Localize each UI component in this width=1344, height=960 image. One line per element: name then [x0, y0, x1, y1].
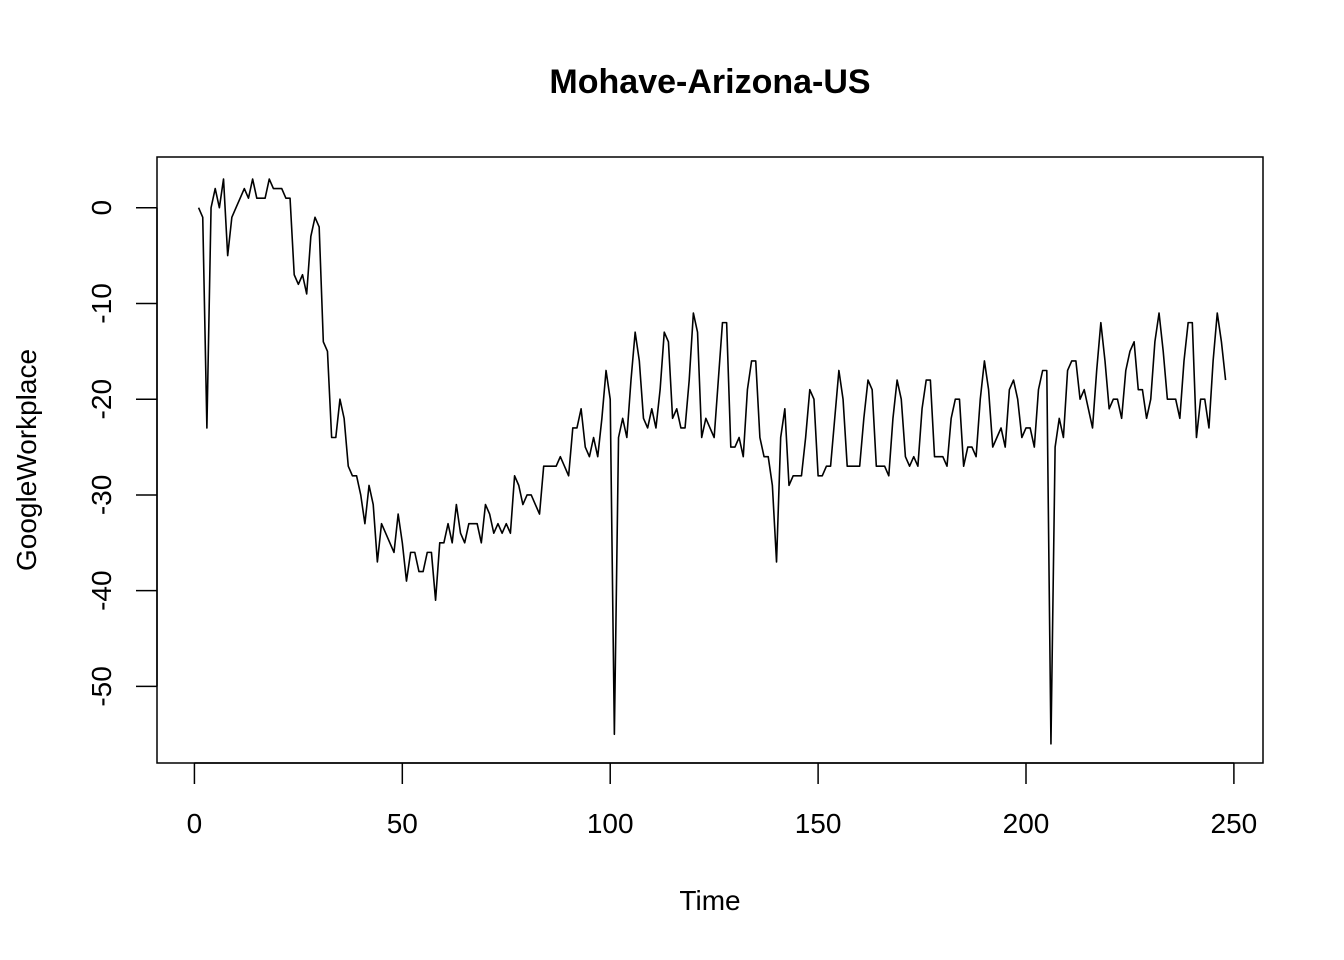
x-tick-label: 250 [1211, 808, 1258, 839]
x-axis: 0 50 100 150 200 250 [187, 762, 1258, 839]
y-axis-label: GoogleWorkplace [11, 349, 42, 571]
y-tick-label: -20 [86, 379, 117, 419]
plot-frame [156, 156, 1264, 764]
y-tick-label: -30 [86, 475, 117, 515]
x-tick-label: 150 [795, 808, 842, 839]
x-tick-label: 0 [187, 808, 203, 839]
y-tick-label: -10 [86, 283, 117, 323]
y-axis: 0 -10 -20 -30 -40 -50 [86, 200, 158, 707]
x-axis-label: Time [679, 885, 740, 916]
y-tick-label: 0 [86, 200, 117, 216]
x-tick-label: 50 [387, 808, 418, 839]
y-tick-label: -40 [86, 570, 117, 610]
x-tick-label: 100 [587, 808, 634, 839]
chart-title: Mohave-Arizona-US [549, 63, 870, 101]
y-tick-label: -50 [86, 666, 117, 706]
x-tick-label: 200 [1003, 808, 1050, 839]
series-line [197, 178, 1227, 745]
